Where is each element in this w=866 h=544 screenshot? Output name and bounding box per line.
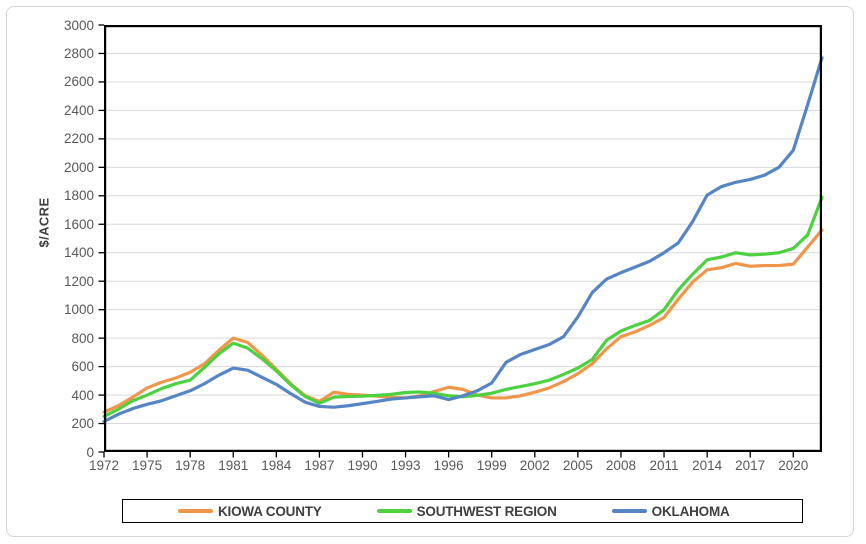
- y-tick-label: 2000: [63, 159, 94, 175]
- legend-item-kiowa-county: KIOWA COUNTY: [178, 504, 322, 519]
- legend-item-southwest-region: SOUTHWEST REGION: [376, 503, 557, 519]
- x-tick-label: 2005: [562, 458, 593, 473]
- y-tick-label: 2600: [63, 74, 94, 90]
- x-tick-label: 1984: [261, 458, 292, 473]
- x-tick-label: 1972: [88, 458, 120, 473]
- y-tick-label: 200: [71, 416, 94, 432]
- x-tick-label: 1975: [132, 458, 163, 473]
- x-tick-label: 2008: [605, 458, 636, 473]
- y-tick-label: 400: [71, 387, 94, 403]
- x-tick-label: 2011: [649, 458, 679, 473]
- x-tick-label: 1990: [347, 458, 378, 473]
- y-tick-label: 1800: [63, 188, 94, 204]
- y-tick-label: 2800: [63, 45, 94, 61]
- series-line-southwest-region: [102, 195, 824, 419]
- x-tick-label: 1999: [476, 458, 507, 473]
- legend-swatch: [178, 509, 213, 513]
- y-tick-label: 3000: [63, 17, 94, 33]
- x-tick-label: 2014: [692, 458, 723, 473]
- series-line-kiowa-county: [102, 228, 824, 414]
- y-tick-label: 600: [71, 359, 94, 375]
- y-tick-label: 1600: [63, 216, 94, 232]
- y-tick-label: 1400: [63, 245, 94, 261]
- series-line-oklahoma: [102, 56, 824, 423]
- legend: KIOWA COUNTY SOUTHWEST REGION OKLAHOMA: [122, 499, 803, 523]
- y-tick-label: 1000: [63, 302, 94, 318]
- x-tick-label: 2017: [735, 458, 766, 473]
- y-tick-label: 1200: [63, 273, 94, 289]
- x-tick-label: 1987: [304, 458, 335, 473]
- x-tick-label: 1981: [218, 458, 249, 473]
- x-tick-label: 1978: [175, 458, 206, 473]
- plot-area: [98, 24, 824, 458]
- legend-item-oklahoma: OKLAHOMA: [611, 503, 730, 519]
- y-tick-label: 2200: [63, 131, 94, 147]
- legend-label: OKLAHOMA: [651, 503, 730, 519]
- x-tick-label: 1993: [390, 458, 421, 473]
- legend-label: KIOWA COUNTY: [218, 503, 322, 519]
- legend-label: SOUTHWEST REGION: [416, 503, 557, 519]
- x-tick-label: 2002: [519, 458, 550, 473]
- figure-border: [6, 6, 854, 537]
- x-tick-label: 1996: [433, 458, 464, 473]
- y-tick-label: 800: [71, 330, 94, 346]
- y-tick-label: 2400: [63, 102, 94, 118]
- legend-swatch: [376, 509, 412, 513]
- legend-swatch: [611, 509, 647, 513]
- x-tick-label: 2020: [778, 458, 809, 473]
- y-tick-label: 0: [86, 444, 94, 460]
- plot-border: [104, 25, 822, 452]
